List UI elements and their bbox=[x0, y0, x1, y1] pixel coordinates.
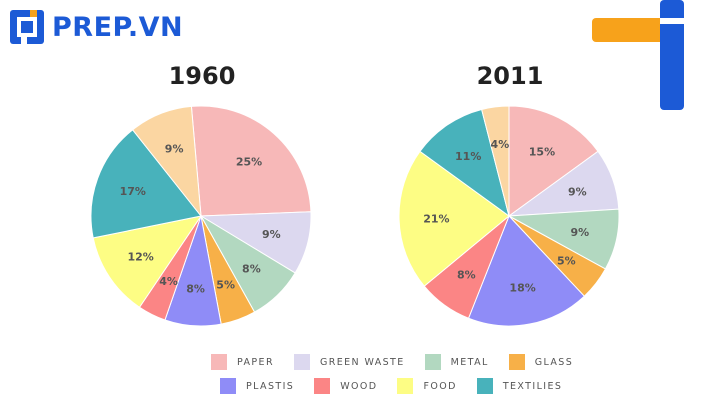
legend-label: PAPER bbox=[237, 356, 274, 368]
slice-value-label: 21% bbox=[423, 212, 449, 225]
legend-swatch bbox=[476, 378, 493, 394]
slice-value-label: 18% bbox=[509, 281, 535, 294]
legend-swatch bbox=[508, 354, 525, 370]
legend-swatch bbox=[397, 378, 414, 394]
legend-label: FOOD bbox=[423, 380, 457, 392]
slice-value-label: 11% bbox=[455, 150, 481, 163]
legend-item: WOOD bbox=[314, 378, 377, 394]
slice-value-label: 8% bbox=[457, 269, 476, 282]
legend-item: METAL bbox=[424, 354, 489, 370]
legend-item: PAPER bbox=[211, 354, 274, 370]
slice-value-label: 5% bbox=[557, 254, 576, 267]
legend-label: TEXTILIES bbox=[502, 380, 563, 392]
pie-2011: 15% 9% 9% 5% 18% 8% 21% 11% 4% bbox=[398, 105, 620, 327]
slice-value-label: 9% bbox=[568, 185, 587, 198]
pie-slice-food bbox=[398, 150, 510, 287]
slice-value-label: 8% bbox=[186, 282, 205, 295]
slice-value-label: 15% bbox=[529, 145, 555, 158]
slice-value-label: 17% bbox=[120, 185, 146, 198]
slice-value-label: 9% bbox=[262, 228, 281, 241]
slice-value-label: 25% bbox=[236, 156, 262, 169]
legend-item: GLASS bbox=[508, 354, 574, 370]
prep-logo-icon bbox=[10, 10, 44, 44]
pie-slice-textilies bbox=[419, 108, 510, 218]
slice-value-label: 12% bbox=[127, 250, 153, 263]
pie-slice-paper bbox=[508, 105, 599, 217]
pie-slice-textilies bbox=[90, 129, 202, 239]
legend-swatch bbox=[220, 378, 236, 394]
legend-item: PLASTIS bbox=[220, 378, 294, 394]
legend-label: WOOD bbox=[340, 380, 378, 392]
brand-logo[interactable]: PREP.VN bbox=[10, 10, 183, 44]
legend-label: PLASTIS bbox=[246, 380, 295, 392]
legend-swatch bbox=[314, 378, 331, 394]
brand-decoration-icon bbox=[592, 0, 712, 110]
slice-value-label: 4% bbox=[491, 138, 510, 151]
slice-value-label: 9% bbox=[571, 226, 590, 239]
legend-swatch bbox=[211, 354, 227, 370]
pie-slice-unlabeled bbox=[481, 105, 510, 217]
slice-value-label: 4% bbox=[159, 275, 178, 288]
chart-title-2011: 2011 bbox=[476, 62, 544, 90]
legend-swatch bbox=[293, 354, 310, 370]
slice-value-label: 9% bbox=[165, 143, 184, 156]
legend-label: METAL bbox=[450, 356, 489, 368]
pie-slice-food bbox=[92, 215, 203, 308]
pie-slice-unlabeled bbox=[131, 105, 202, 218]
legend-label: GLASS bbox=[534, 356, 574, 368]
slice-value-label: 5% bbox=[216, 278, 235, 291]
pie-slice-paper bbox=[190, 105, 312, 217]
pie-1960: 25% 9% 8% 5% 8% 4% 12% 17% 9% bbox=[90, 105, 312, 327]
pie-slice-plastis bbox=[467, 215, 586, 327]
legend-item: TEXTILIES bbox=[476, 378, 563, 394]
legend-swatch bbox=[424, 354, 441, 370]
chart-title-1960: 1960 bbox=[168, 62, 236, 90]
legend-item: GREEN WASTE bbox=[293, 354, 405, 370]
legend-label: GREEN WASTE bbox=[319, 356, 405, 368]
legend-item: FOOD bbox=[397, 378, 456, 394]
slice-value-label: 8% bbox=[242, 262, 261, 275]
brand-name: PREP.VN bbox=[52, 11, 184, 43]
